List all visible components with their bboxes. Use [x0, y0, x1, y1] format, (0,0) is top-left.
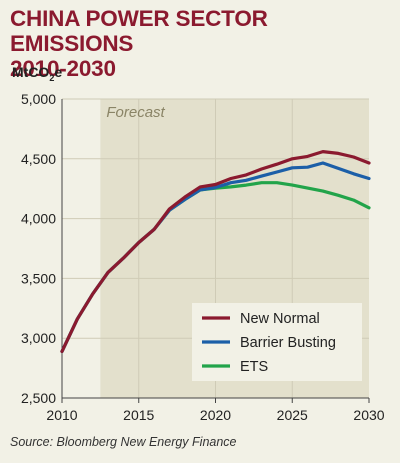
y-tick-label: 3,500: [21, 270, 56, 286]
y-tick-label: 5,000: [21, 91, 56, 107]
x-tick-label: 2010: [46, 407, 77, 423]
series-lines: [60, 150, 371, 353]
unit-main: MtCO: [12, 64, 50, 80]
legend-label: Barrier Busting: [240, 335, 336, 351]
y-tick-label: 4,500: [21, 151, 56, 167]
x-tick-label: 2030: [353, 407, 384, 423]
chart-title: CHINA POWER SECTOR EMISSIONS 2010-2030: [10, 6, 395, 81]
title-line-1: CHINA POWER SECTOR EMISSIONS: [10, 6, 268, 56]
y-tick-label: 4,000: [21, 211, 56, 227]
forecast-label: Forecast: [106, 104, 165, 121]
x-tick-label: 2015: [123, 407, 154, 423]
unit-subscript: 2: [49, 72, 55, 83]
y-tick-label: 2,500: [21, 390, 56, 406]
y-tick-label: 3,000: [21, 330, 56, 346]
x-tick-label: 2025: [277, 407, 308, 423]
legend-label: ETS: [240, 359, 268, 375]
legend-label: New Normal: [240, 311, 320, 327]
x-tick-label: 2020: [200, 407, 231, 423]
series-line-new-normal: [60, 150, 371, 353]
axes: 2,500 3,000 3,500 4,000 4,500 5,000 2010 2015 20…: [21, 91, 385, 423]
title-line-2: 2010-2030: [10, 56, 116, 81]
source-note: Source: Bloomberg New Energy Finance: [10, 435, 237, 449]
y-axis-unit: MtCO2e: [12, 64, 62, 83]
unit-suffix: e: [54, 64, 63, 80]
legend-items: New Normal Barrier Busting ETS: [202, 311, 336, 375]
